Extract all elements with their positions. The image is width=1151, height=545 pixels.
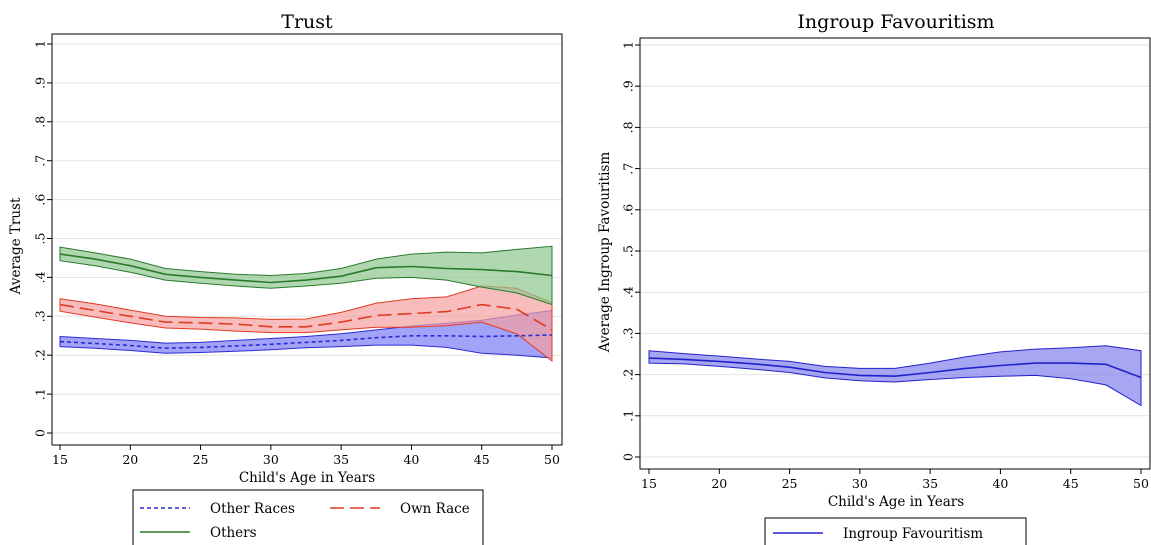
trust-y-tick-label: .6 <box>33 194 48 206</box>
trust-legend: Other Races Own Race Others <box>132 489 484 545</box>
ingroup-y-axis-label: Average Ingroup Favouritism <box>597 152 613 354</box>
trust-y-tick-label: 0 <box>33 429 48 437</box>
trust-y-tick-label: .3 <box>33 310 48 322</box>
trust-y-tick-label: 1 <box>33 40 48 48</box>
ingroup-x-tick-label: 50 <box>1133 476 1149 491</box>
trust-chart-title: Trust <box>281 11 333 33</box>
trust-y-tick-label: .9 <box>33 77 48 89</box>
trust-x-tick-label: 25 <box>193 452 209 467</box>
trust-y-tick-label: .2 <box>33 349 48 361</box>
trust-series-lines <box>59 253 553 350</box>
trust-ci-band <box>59 245 553 306</box>
trust-x-tick-label: 50 <box>544 452 560 467</box>
trust-y-tick-label: .8 <box>33 116 48 128</box>
ingroup-legend: Ingroup Favouritism <box>764 517 1027 545</box>
trust-x-tick-label: 40 <box>403 452 419 467</box>
trust-x-tick-label: 15 <box>52 452 68 467</box>
ingroup-plot-frame <box>639 37 1151 470</box>
ingroup-chart-title: Ingroup Favouritism <box>797 11 994 33</box>
ingroup-series-lines <box>648 357 1142 379</box>
trust-legend-label: Others <box>210 525 257 541</box>
trust-y-axis-label: Average Trust <box>8 197 24 295</box>
ingroup-y-tick-label: .8 <box>621 121 636 133</box>
ingroup-x-tick-label: 30 <box>852 476 868 491</box>
trust-x-tick-label: 20 <box>122 452 138 467</box>
trust-gridlines <box>52 43 562 434</box>
ingroup-y-tick-label: .9 <box>621 80 636 92</box>
trust-y-tick-label: .1 <box>33 388 48 400</box>
trust-ci-band <box>59 285 553 363</box>
ingroup-y-tick-label: .4 <box>621 286 636 298</box>
trust-legend-box <box>132 489 484 545</box>
ingroup-legend-label: Ingroup Favouritism <box>843 526 983 542</box>
ingroup-y-tick-label: .1 <box>621 410 636 422</box>
trust-panel: Trust Child's Age in Years Average Trust… <box>8 11 563 545</box>
ingroup-x-tick-label: 20 <box>711 476 727 491</box>
ingroup-y-tick-label: 0 <box>621 453 636 461</box>
trust-x-tick-label: 30 <box>263 452 279 467</box>
ingroup-favouritism-panel: Ingroup Favouritism Child's Age in Years… <box>597 11 1151 545</box>
trust-y-tick-label: .7 <box>33 155 48 167</box>
ingroup-y-tick-label: 1 <box>621 41 636 49</box>
ingroup-axis-ticks: 0 .1 .2 .3 .4 .5 .6 .7 .8 .9 1 15 20 25 30 35 40 45 50 <box>621 41 1149 491</box>
trust-legend-label: Own Race <box>400 501 470 517</box>
ingroup-x-tick-label: 15 <box>641 476 657 491</box>
ingroup-x-tick-label: 45 <box>1063 476 1079 491</box>
ingroup-series-line <box>648 357 1142 379</box>
trust-y-tick-label: .5 <box>33 233 48 245</box>
ingroup-y-tick-label: .7 <box>621 163 636 175</box>
ingroup-x-tick-label: 35 <box>922 476 938 491</box>
ingroup-x-axis-label: Child's Age in Years <box>828 494 964 510</box>
trust-x-tick-label: 35 <box>333 452 349 467</box>
ingroup-legend-box <box>764 517 1027 545</box>
trust-plot-frame <box>51 33 563 446</box>
trust-x-axis-label: Child's Age in Years <box>239 470 375 486</box>
ingroup-x-tick-label: 40 <box>992 476 1008 491</box>
ingroup-y-tick-label: .6 <box>621 204 636 216</box>
ingroup-y-tick-label: .5 <box>621 245 636 257</box>
trust-confidence-bands <box>59 245 553 363</box>
trust-y-tick-label: .4 <box>33 271 48 283</box>
trust-legend-label: Other Races <box>210 501 295 517</box>
trust-x-tick-label: 45 <box>474 452 490 467</box>
trust-axis-ticks: 0 .1 .2 .3 .4 .5 .6 .7 .8 .9 1 15 20 25 30 35 40 45 50 <box>33 40 560 467</box>
ingroup-y-tick-label: .3 <box>621 327 636 339</box>
trust-series-line <box>59 334 553 350</box>
trust-series-line <box>59 303 553 331</box>
ingroup-x-tick-label: 25 <box>782 476 798 491</box>
ingroup-gridlines <box>640 44 1150 458</box>
ingroup-y-tick-label: .2 <box>621 369 636 381</box>
trust-series-line <box>59 253 553 284</box>
